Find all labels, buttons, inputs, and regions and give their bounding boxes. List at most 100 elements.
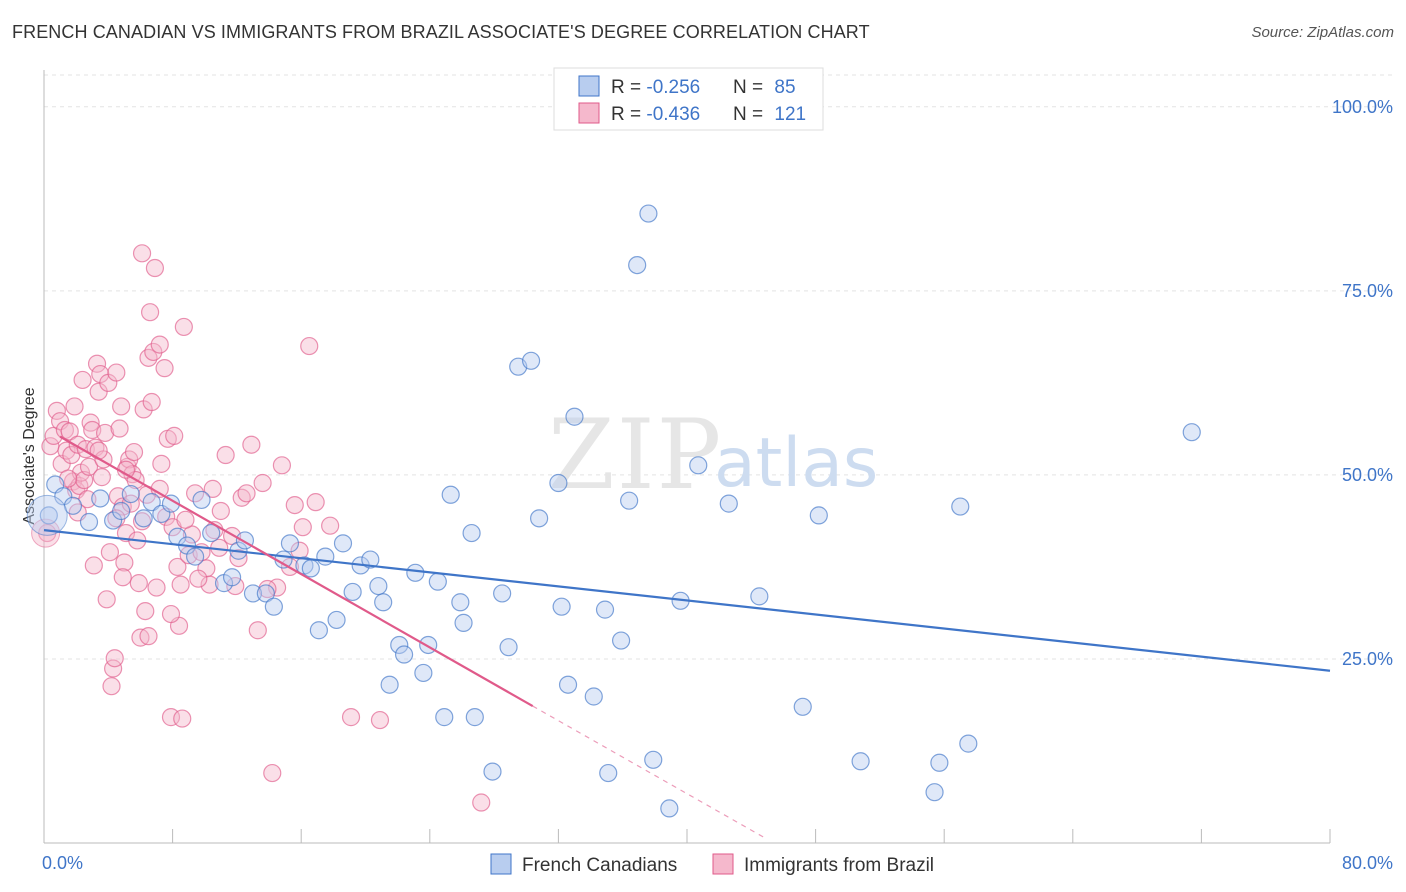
french-canadian-point-24 [264, 597, 283, 616]
french-canadian-point-56 [530, 509, 549, 528]
french-canadian-point-26 [280, 534, 300, 553]
brazil-point-100 [370, 710, 390, 730]
legend-row-2: R = -0.436 [611, 104, 700, 125]
bottom-legend-label-pink: Immigrants from Brazil [744, 855, 934, 876]
bottom-legend: French Canadians Immigrants from Brazil [490, 853, 934, 876]
brazil-point-93 [272, 456, 292, 475]
french-canadian-point-cluster [26, 494, 68, 536]
watermark-atlas: atlas [714, 424, 878, 503]
brazil-point-20 [79, 457, 99, 476]
french-canadian-point-48 [454, 613, 473, 632]
brazil-point-53 [132, 244, 152, 263]
brazil-trend-extension [532, 705, 768, 840]
french-canadian-point-31 [327, 610, 346, 630]
bottom-legend-swatch-pink [712, 853, 734, 875]
legend-n-label-2: N = [733, 104, 768, 125]
brazil-point-90 [253, 473, 272, 493]
legend-row-1: R = -0.256 [611, 77, 700, 98]
french-canadian-point-75 [809, 506, 828, 525]
brazil-point-73 [171, 575, 190, 594]
legend-n-value-1: 85 [774, 77, 795, 98]
french-canadian-point-79 [951, 497, 970, 516]
y-axis-label: Associate's Degree [21, 387, 38, 524]
brazil-point-62 [147, 578, 166, 597]
legend-r-value-2: -0.436 [646, 104, 700, 125]
brazil-point-97 [300, 336, 319, 356]
brazil-point-107 [132, 512, 152, 531]
french-canadian-point-59 [558, 675, 578, 694]
brazil-point-95 [285, 495, 304, 515]
french-canadian-point-81 [1182, 423, 1201, 442]
brazil-point-70 [165, 426, 184, 445]
brazil-point-25 [87, 354, 107, 373]
legend-swatch-pink [578, 102, 600, 124]
brazil-point-46 [121, 494, 140, 513]
french-canadian-point-62 [595, 600, 615, 619]
french-canadian-point-65 [620, 491, 639, 510]
brazil-point-109 [176, 510, 195, 529]
brazil-point-96 [293, 518, 312, 537]
french-canadian-point-41 [406, 563, 425, 582]
brazil-point-33 [100, 543, 120, 562]
french-canadian-point-61 [584, 687, 603, 706]
french-canadian-point-44 [428, 572, 447, 591]
brazil-point-114 [321, 516, 340, 535]
legend-r-label-1: R = [611, 77, 646, 98]
french-canadian-point-40 [394, 645, 414, 664]
brazil-point-81 [200, 575, 219, 594]
french-canadian-point-2 [54, 487, 73, 506]
brazil-point-43 [116, 523, 136, 543]
watermark-zip: ZIP [548, 399, 723, 511]
brazil-point-120 [113, 568, 132, 587]
brazil-point-92 [267, 578, 287, 597]
french-canadian-point-5 [91, 489, 110, 508]
brazil-point-65 [155, 359, 174, 378]
y-tick-label-25: 25.0% [1342, 649, 1393, 669]
french-canadian-point-4 [79, 512, 99, 532]
brazil-point-78 [186, 484, 205, 503]
source-credit: Source: ZipAtlas.com [1251, 24, 1394, 41]
brazil-point-113 [290, 541, 309, 560]
french-canadian-point-72 [719, 494, 738, 513]
brazil-point-57 [139, 348, 158, 367]
french-canadian-point-60 [565, 407, 584, 426]
brazil-point-84 [216, 445, 235, 465]
french-canadian-point-9 [134, 509, 153, 528]
french-canadian-point-23 [256, 584, 275, 603]
french-canadian-point-42 [414, 663, 433, 683]
french-canadian-point-39 [390, 635, 409, 655]
axes [43, 70, 1331, 844]
top-legend: R = -0.256 N = 85 R = -0.436 N = 121 [553, 67, 824, 131]
french-canadian-point-7 [112, 501, 131, 521]
french-canadian-point-15 [186, 547, 205, 566]
brazil-point-36 [105, 649, 124, 668]
brazil-point-11 [65, 397, 84, 416]
legend-n-row-2: N = 121 [733, 104, 806, 125]
brazil-point-51 [129, 574, 148, 593]
french-canadian-point-52 [493, 584, 512, 603]
y-tick-label-100: 100.0% [1332, 97, 1393, 117]
brazil-point-cluster [31, 518, 61, 548]
french-canadian-point-66 [628, 255, 647, 275]
y-tick-labels: 25.0% 50.0% 75.0% 100.0% [1332, 97, 1393, 669]
french-canadian-point-35 [361, 550, 380, 569]
x-tick-label-min: 0.0% [42, 853, 83, 873]
bottom-legend-label-blue: French Canadians [522, 855, 677, 876]
brazil-point-40 [112, 397, 131, 416]
french-canadian-point-0 [39, 506, 58, 525]
watermark: ZIP atlas [548, 399, 878, 511]
french-canadian-point-46 [441, 485, 460, 504]
brazil-point-30 [95, 423, 115, 443]
french-canadian-point-68 [644, 750, 663, 769]
brazil-point-42 [115, 553, 134, 572]
x-ticks [172, 829, 1331, 843]
french-canadian-points [26, 204, 1201, 818]
french-canadian-point-37 [374, 593, 393, 612]
brazil-point-48 [124, 442, 144, 462]
brazil-point-116 [161, 604, 181, 624]
brazil-point-63 [150, 335, 169, 354]
brazil-point-75 [174, 317, 193, 337]
legend-n-row-1: N = 85 [733, 77, 796, 98]
legend-n-value-2: 121 [774, 104, 806, 125]
x-tick-label-max: 80.0% [1342, 853, 1393, 873]
